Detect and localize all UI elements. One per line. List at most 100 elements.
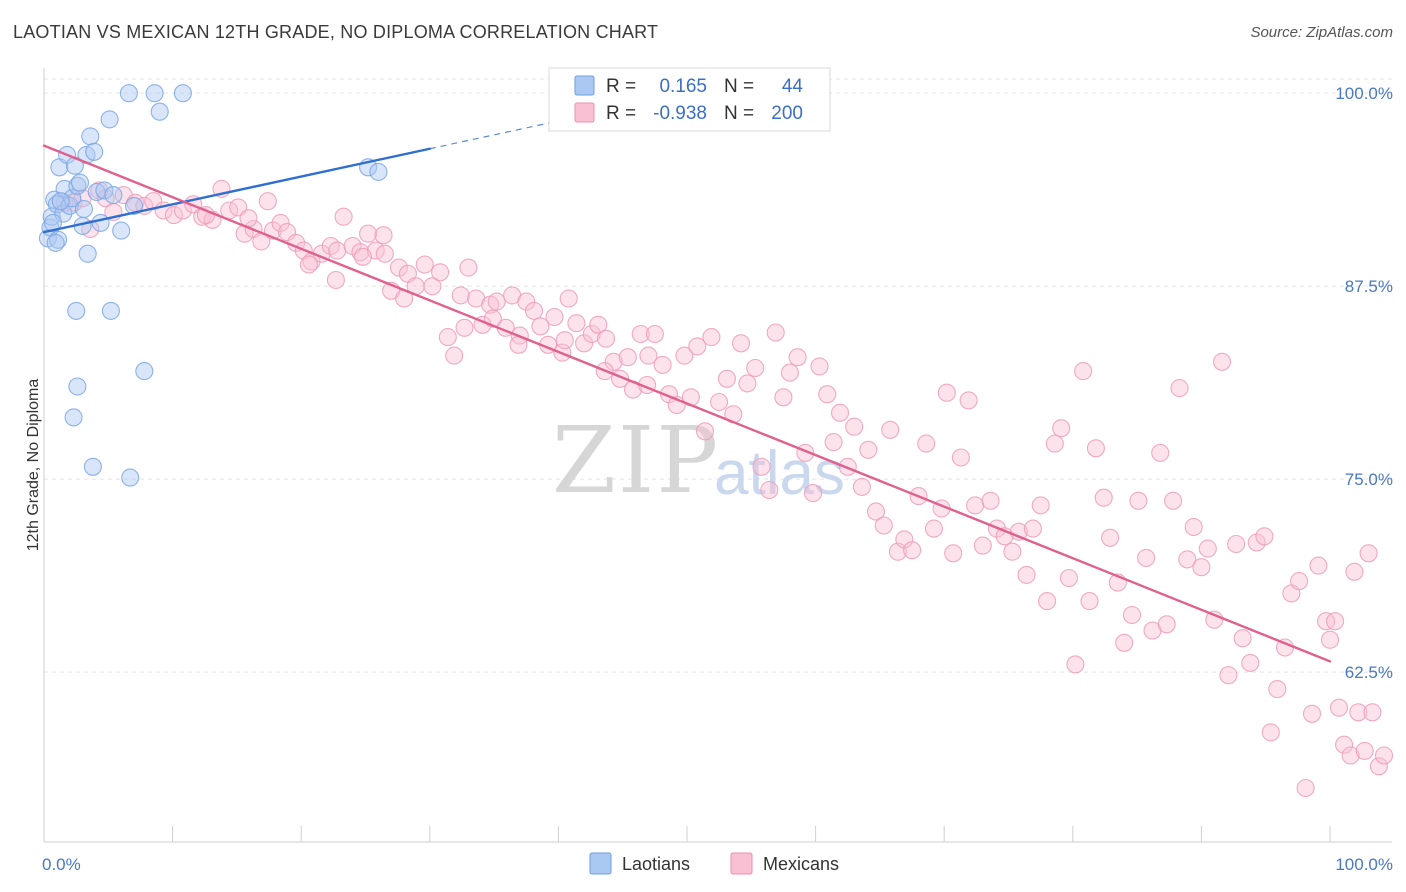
- mexicans-point-161: [1255, 527, 1274, 546]
- mexicans-point-38: [374, 226, 393, 245]
- laotians-point-42: [51, 192, 70, 211]
- mexicans-point-76: [653, 355, 672, 374]
- mexicans-point-82: [695, 422, 715, 441]
- mexicans-point-68: [596, 329, 616, 348]
- mexicans-point-177: [1349, 703, 1368, 722]
- legend-n-label-mexicans: N =: [724, 103, 754, 124]
- laotians-point-40: [46, 233, 65, 252]
- mexicans-point-75: [645, 324, 664, 344]
- mexicans-point-156: [1219, 666, 1238, 685]
- series-legend-label-mexicans[interactable]: Mexicans: [763, 854, 839, 874]
- mexicans-point-47: [445, 346, 464, 365]
- x-tick-labels: 0.0% 100.0%: [42, 855, 1393, 874]
- mexicans-point-36: [359, 224, 378, 243]
- mexicans-point-163: [1268, 680, 1287, 699]
- legend-n-value-mexicans: 200: [771, 103, 803, 124]
- mexicans-point-122: [981, 491, 1000, 510]
- legend-swatch-laotians: [574, 75, 595, 96]
- mexicans-point-180: [1363, 703, 1382, 722]
- y-tick-label-3: 100.0%: [1335, 84, 1393, 103]
- mexicans-point-134: [1066, 655, 1085, 674]
- laotians-point-19: [85, 142, 104, 161]
- legend-r-label-laotians: R =: [606, 76, 636, 97]
- laotians-point-27: [124, 196, 144, 215]
- series-legend[interactable]: Laotians Mexicans: [589, 852, 839, 875]
- mexicans-point-162: [1261, 723, 1280, 742]
- mexicans-point-193: [353, 247, 372, 266]
- mexicans-point-74: [639, 346, 658, 365]
- mexicans-point-131: [1045, 434, 1064, 453]
- mexicans-point-49: [459, 258, 478, 277]
- mexicans-point-144: [1137, 548, 1156, 567]
- mexicans-point-108: [881, 420, 900, 439]
- mexicans-point-48: [451, 286, 470, 305]
- laotians-point-18: [81, 127, 100, 146]
- mexicans-point-127: [1017, 565, 1036, 584]
- mexicans-point-118: [951, 448, 970, 467]
- mexicans-point-181: [1369, 757, 1388, 776]
- gridlines: [44, 78, 1392, 673]
- mexicans-point-183: [299, 255, 318, 274]
- mexicans-point-172: [1326, 612, 1345, 631]
- mexicans-point-23: [258, 192, 277, 211]
- legend-r-value-laotians: 0.165: [659, 76, 707, 97]
- laotians-point-30: [173, 84, 192, 103]
- mexicans-point-130: [1038, 592, 1057, 611]
- mexicans-point-114: [924, 519, 943, 538]
- mexicans-point-169: [1309, 556, 1328, 575]
- mexicans-point-153: [1198, 539, 1217, 558]
- series-legend-label-laotians[interactable]: Laotians: [622, 854, 690, 874]
- laotians-trend-extension: [429, 120, 559, 150]
- mexicans-point-182: [1374, 746, 1394, 765]
- laotians-point-32: [101, 301, 120, 320]
- chart-source: Source: ZipAtlas.com: [1250, 24, 1393, 41]
- mexicans-point-179: [1359, 544, 1378, 563]
- legend-swatch-mexicans: [574, 102, 595, 123]
- mexicans-point-119: [959, 391, 978, 410]
- laotians-point-35: [64, 408, 83, 427]
- mexicans-point-89: [746, 358, 765, 378]
- mexicans-point-101: [830, 403, 850, 422]
- mexicans-point-132: [1052, 419, 1071, 438]
- watermark-zip: ZIP: [552, 407, 720, 514]
- mexicans-point-105: [859, 440, 878, 459]
- series-legend-swatch-mexicans[interactable]: [730, 852, 753, 875]
- mexicans-point-67: [589, 315, 608, 334]
- mexicans-point-91: [760, 480, 779, 500]
- mexicans-point-159: [1241, 653, 1260, 672]
- mexicans-point-95: [788, 348, 807, 367]
- laotians-point-37: [121, 468, 140, 487]
- y-tick-label-1: 75.0%: [1345, 470, 1393, 489]
- mexicans-point-147: [1157, 615, 1176, 634]
- mexicans-point-133: [1059, 568, 1078, 588]
- mexicans-points: [55, 179, 1394, 798]
- mexicans-point-149: [1170, 379, 1189, 398]
- mexicans-point-166: [1290, 572, 1309, 591]
- x-tick-label-1: 100.0%: [1335, 855, 1393, 874]
- watermark-atlas: atlas: [714, 439, 845, 508]
- mexicans-point-168: [1302, 704, 1322, 723]
- mexicans-point-90: [752, 457, 771, 476]
- mexicans-point-45: [431, 263, 450, 282]
- mexicans-point-111: [903, 541, 922, 560]
- mexicans-point-25: [271, 213, 290, 232]
- mexicans-point-43: [415, 255, 434, 274]
- mexicans-point-167: [1296, 778, 1315, 798]
- legend-n-label-laotians: N =: [724, 76, 754, 97]
- laotians-point-21: [91, 213, 110, 232]
- axes: [43, 68, 1392, 843]
- mexicans-point-94: [780, 363, 799, 382]
- mexicans-point-98: [810, 357, 829, 376]
- mexicans-point-79: [675, 346, 694, 365]
- laotians-point-36: [83, 457, 102, 476]
- mexicans-point-136: [1080, 592, 1099, 611]
- mexicans-point-152: [1192, 558, 1211, 577]
- y-tick-label-0: 62.5%: [1345, 663, 1393, 682]
- legend-n-value-laotians: 44: [782, 76, 804, 97]
- series-legend-swatch-laotians[interactable]: [589, 852, 612, 875]
- mexicans-point-148: [1164, 491, 1183, 510]
- mexicans-point-58: [524, 301, 544, 320]
- mexicans-point-81: [688, 337, 707, 356]
- laotians-point-43: [74, 199, 93, 219]
